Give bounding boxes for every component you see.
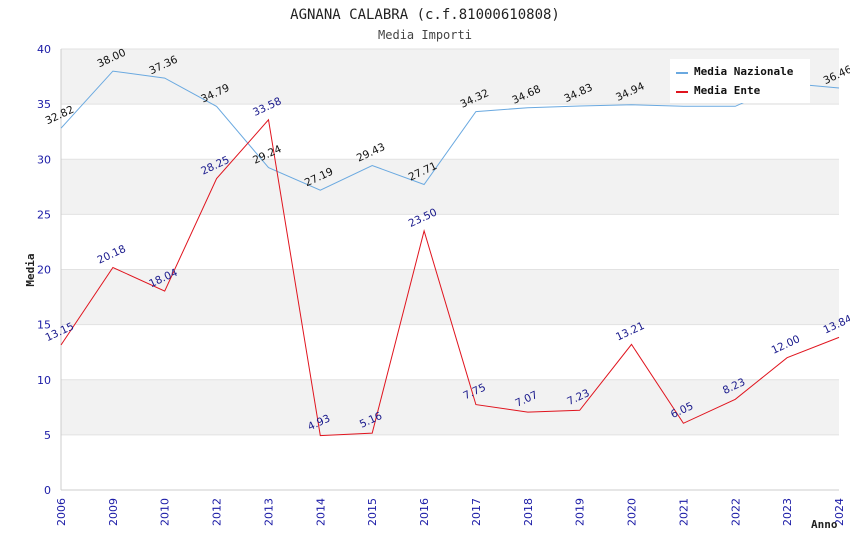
- grid-band: [61, 104, 839, 160]
- series-line-media-nazionale: [60, 70, 840, 191]
- grid-band: [61, 434, 839, 490]
- y-tick-label: 35: [37, 98, 51, 111]
- x-tick-label: 2024: [833, 498, 846, 526]
- y-tick-label: 10: [37, 374, 51, 387]
- series-line-media-ente: [60, 118, 840, 437]
- y-tick-label: 30: [37, 153, 51, 166]
- grid-band: [61, 379, 839, 435]
- chart-title: AGNANA CALABRA (c.f.81000610808): [290, 7, 560, 23]
- x-tick-label: 2013: [262, 498, 275, 526]
- x-tick-label: 2016: [418, 498, 431, 526]
- x-tick-label: 2018: [522, 498, 535, 526]
- legend-box: [670, 59, 810, 103]
- y-tick-label: 15: [37, 319, 51, 332]
- x-tick-label: 2010: [159, 498, 172, 526]
- legend-label-media-nazionale: Media Nazionale: [694, 65, 794, 78]
- y-tick-label: 25: [37, 208, 51, 221]
- x-tick-label: 2006: [55, 498, 68, 526]
- x-tick-label: 2019: [574, 498, 587, 526]
- y-tick-label: 20: [37, 264, 51, 277]
- x-tick-label: 2012: [211, 498, 224, 526]
- x-tick-label: 2009: [107, 498, 120, 526]
- x-tick-label: 2015: [366, 498, 379, 526]
- y-tick-label: 40: [37, 43, 51, 56]
- y-tick-label: 0: [44, 484, 51, 497]
- x-tick-label: 2020: [626, 498, 639, 526]
- x-tick-label: 2017: [470, 498, 483, 526]
- x-tick-label: 2023: [781, 498, 794, 526]
- grid-band: [61, 269, 839, 325]
- series-lines: [60, 70, 840, 437]
- legend: Media Nazionale Media Ente: [670, 59, 810, 103]
- y-tick-label: 5: [44, 429, 51, 442]
- x-tick-label: 2014: [314, 498, 327, 526]
- x-tick-label: 2021: [677, 498, 690, 526]
- y-tick-labels: 0 5 10 15 20 25 30 35 40: [37, 43, 51, 497]
- grid-bands: [61, 49, 839, 490]
- grid-band: [61, 159, 839, 215]
- axes: [60, 49, 839, 491]
- x-axis-title: Anno: [811, 518, 838, 531]
- y-axis-title: Media: [24, 253, 37, 286]
- grid-band: [61, 214, 839, 270]
- grid-band: [61, 324, 839, 380]
- x-tick-labels: 2006 2009 2010 2012 2013 2014 2015 2016 2017 2018…: [55, 498, 846, 526]
- chart-subtitle: Media Importi: [378, 28, 472, 42]
- legend-label-media-ente: Media Ente: [694, 84, 761, 97]
- x-tick-label: 2022: [729, 498, 742, 526]
